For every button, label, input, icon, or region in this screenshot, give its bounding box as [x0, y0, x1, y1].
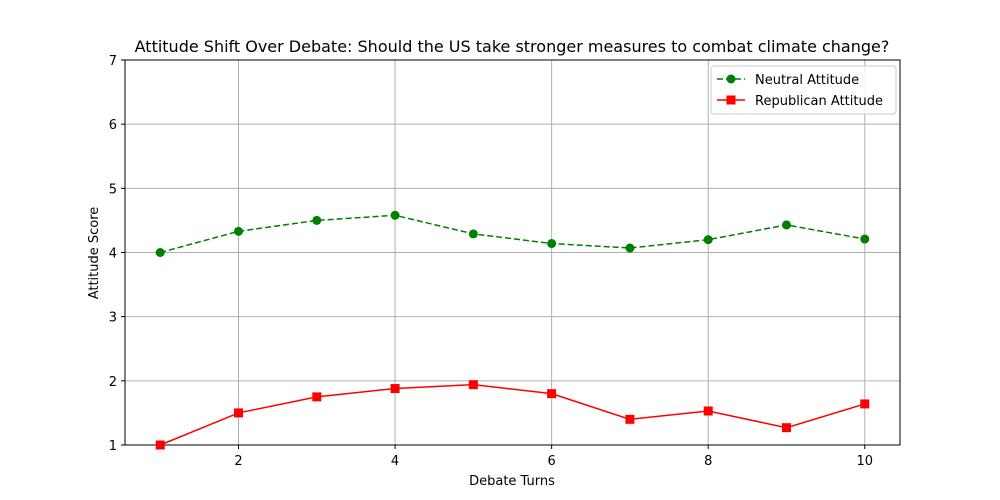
neutral-attitude-point	[234, 226, 244, 236]
legend-neutral-attitude-label: Neutral Attitude	[755, 73, 859, 88]
y-tick-label: 5	[109, 182, 117, 197]
legend-neutral-attitude-marker	[726, 74, 736, 84]
y-tick-label: 2	[109, 375, 117, 390]
x-tick-label: 4	[391, 454, 399, 469]
series-layer	[155, 210, 870, 450]
x-tick-label: 6	[548, 454, 556, 469]
republican-attitude-point	[234, 408, 244, 418]
legend-box	[710, 65, 897, 115]
grid	[125, 59, 900, 446]
republican-attitude-line	[159, 383, 865, 446]
x-tick-label: 10	[856, 454, 873, 469]
y-axis-label: Attitude Score	[87, 207, 102, 300]
republican-attitude-point	[625, 414, 635, 424]
neutral-attitude-point	[781, 220, 791, 230]
x-tick-label: 8	[704, 454, 712, 469]
neutral-attitude-point	[703, 235, 713, 245]
legend: Neutral Attitude Republican Attitude	[710, 65, 897, 115]
neutral-attitude-point	[312, 215, 322, 225]
republican-attitude-point	[312, 392, 322, 402]
neutral-attitude-point	[860, 234, 870, 244]
republican-attitude-point	[155, 440, 165, 450]
republican-attitude-point	[860, 399, 870, 409]
y-tick-label: 7	[109, 54, 117, 69]
republican-attitude-point	[703, 406, 713, 416]
x-axis-label: Debate Turns	[469, 474, 555, 489]
neutral-attitude-point	[468, 229, 478, 239]
x-tick-label: 2	[234, 454, 242, 469]
y-tick-label: 1	[109, 439, 117, 454]
legend-republican-attitude-marker	[726, 95, 736, 105]
y-tick-label: 3	[109, 311, 117, 326]
chart-title: Attitude Shift Over Debate: Should the U…	[135, 37, 890, 56]
neutral-attitude-point	[547, 239, 557, 249]
republican-attitude-point	[547, 389, 557, 399]
republican-attitude-point	[468, 380, 478, 390]
neutral-attitude-point	[390, 210, 400, 220]
legend-republican-attitude-label: Republican Attitude	[755, 94, 883, 109]
neutral-attitude-line	[160, 214, 865, 254]
republican-attitude-point	[390, 384, 400, 394]
y-tick-label: 6	[109, 118, 117, 133]
y-tick-label: 4	[109, 247, 117, 262]
republican-attitude-point	[781, 423, 791, 433]
neutral-attitude-point	[625, 243, 635, 253]
neutral-attitude-point	[155, 248, 165, 257]
